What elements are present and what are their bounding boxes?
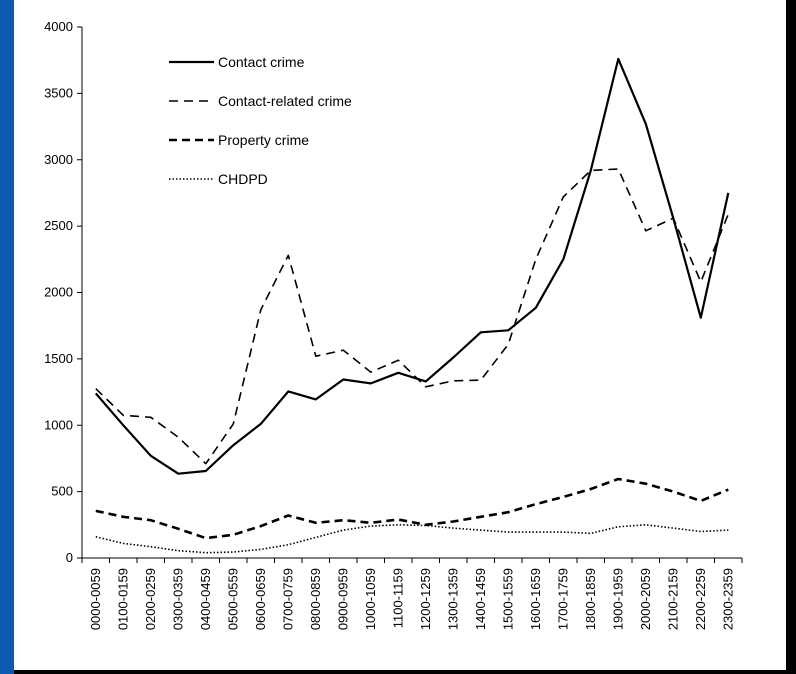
x-tick-label: 1200-1259: [418, 568, 433, 630]
x-tick-label: 1800-1859: [583, 568, 598, 630]
series-line-contact-related-crime: [95, 168, 730, 465]
y-tick-label: 1000: [44, 417, 73, 432]
y-tick-label: 4000: [44, 19, 73, 34]
legend: Contact crime Contact-related crime Proper…: [169, 54, 352, 187]
x-tick-label: 0200-0259: [143, 568, 158, 630]
series-line-chdpd: [95, 523, 729, 554]
x-tick-label: 1000-1059: [363, 568, 378, 630]
x-tick-label: 2100-2159: [665, 568, 680, 630]
y-tick-label: 2000: [44, 285, 73, 300]
line-chart: 0 500 1000 1500 2000 2500 3000 3500 4000 0000-00…: [44, 19, 743, 630]
chart-panel: 0 500 1000 1500 2000 2500 3000 3500 4000 0000-00…: [14, 0, 786, 670]
legend-label: Contact-related crime: [218, 93, 352, 109]
x-tick-label: 1700-1759: [555, 568, 570, 630]
x-tick-label: 0400-0459: [198, 568, 213, 630]
y-tick-label: 2500: [44, 218, 73, 233]
x-tick-label: 0700-0759: [280, 568, 295, 630]
y-tick-label: 3000: [44, 152, 73, 167]
x-tick-label: 0900-0959: [335, 568, 350, 630]
x-tick-label: 1400-1459: [473, 568, 488, 630]
y-tick-label: 0: [66, 550, 73, 565]
x-tick-label: 1500-1559: [500, 568, 515, 630]
x-tick-label: 1300-1359: [445, 568, 460, 630]
x-tick-label: 0600-0659: [253, 568, 268, 630]
x-tick-label: 0500-0559: [225, 568, 240, 630]
series-line-contact-crime: [94, 57, 730, 475]
legend-label: Property crime: [218, 132, 309, 148]
y-axis-ticks: 0 500 1000 1500 2000 2500 3000 3500 4000: [44, 19, 82, 565]
y-tick-label: 3500: [44, 85, 73, 100]
x-tick-label: 2300-2359: [720, 568, 735, 630]
left-accent-bar: [0, 0, 14, 674]
legend-label: CHDPD: [218, 171, 268, 187]
y-tick-label: 500: [51, 484, 73, 499]
y-tick-label: 1500: [44, 351, 73, 366]
x-tick-label: 0300-0359: [170, 568, 185, 630]
x-tick-label: 0100-0159: [115, 568, 130, 630]
x-tick-label: 1900-1959: [610, 568, 625, 630]
x-tick-label: 0000-0059: [88, 568, 103, 630]
x-tick-label: 1100-1159: [390, 568, 405, 628]
series-lines: [94, 57, 730, 554]
x-tick-label: 2000-2059: [638, 568, 653, 630]
x-tick-label: 0800-0859: [308, 568, 323, 630]
x-axis-ticks: 0000-0059 0100-0159 0200-0259 0300-0359 0400…: [81, 558, 743, 630]
x-tick-label: 1600-1659: [528, 568, 543, 630]
x-tick-label: 2200-2259: [693, 568, 708, 630]
series-line-property-crime: [95, 477, 729, 540]
axes: [81, 27, 742, 559]
legend-label: Contact crime: [218, 54, 305, 70]
